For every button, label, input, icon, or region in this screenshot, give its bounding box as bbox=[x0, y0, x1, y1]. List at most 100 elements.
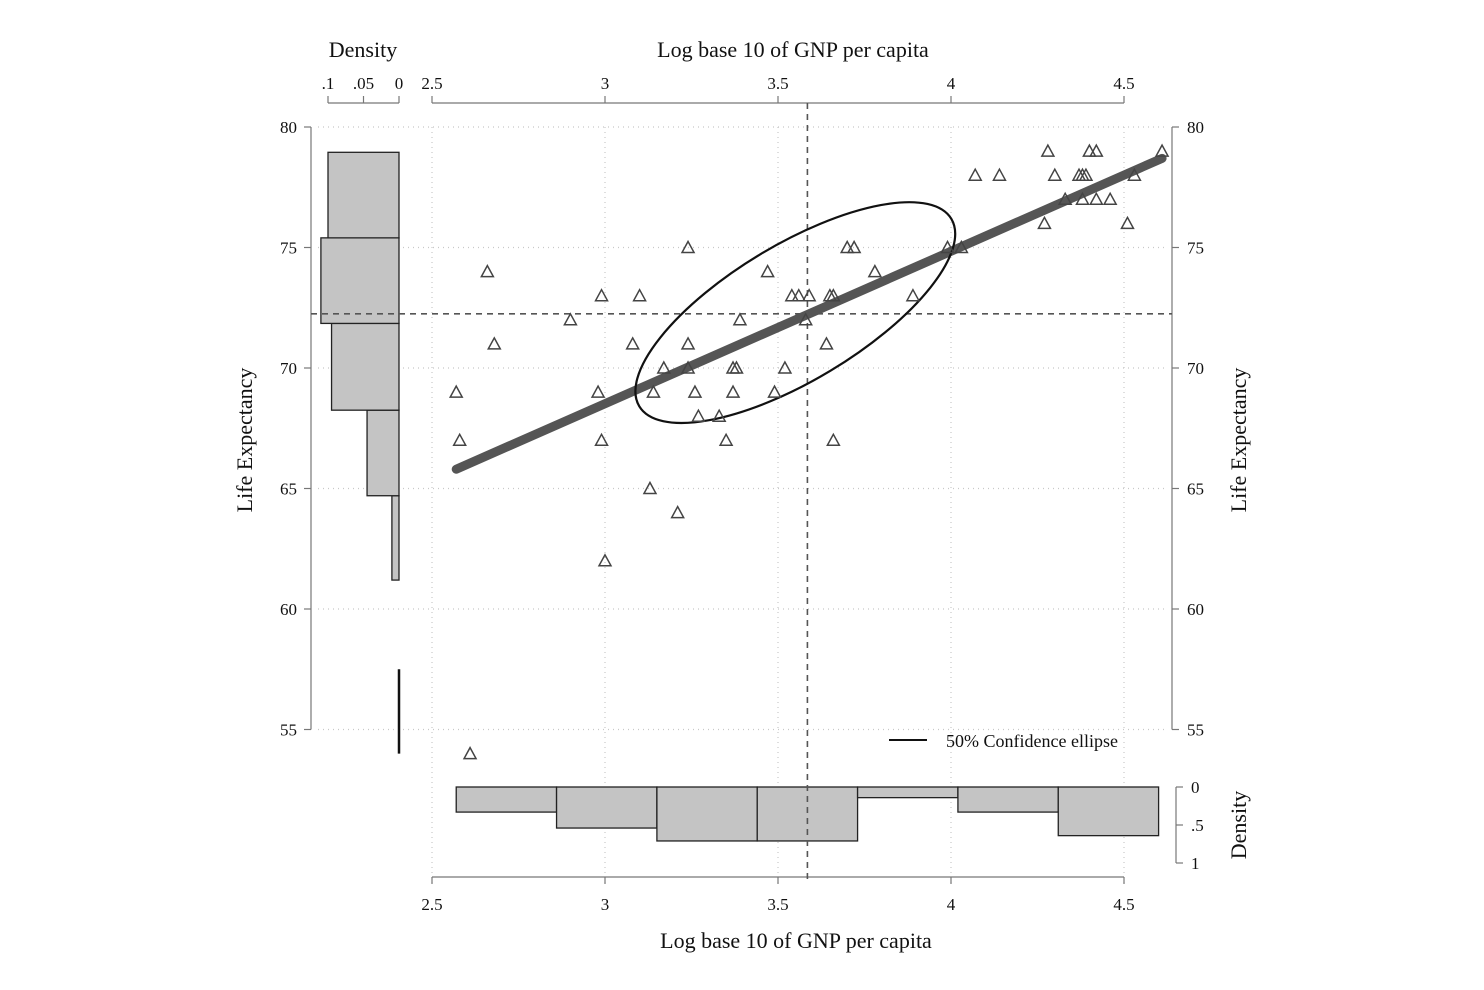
data-point bbox=[1089, 143, 1104, 157]
right-y-tick-label: 80 bbox=[1187, 118, 1204, 137]
data-point bbox=[1078, 167, 1094, 181]
data-point bbox=[656, 360, 672, 374]
bottom-x-tick-label: 3 bbox=[601, 895, 610, 914]
right-y-tick-label: 70 bbox=[1187, 359, 1204, 378]
bottom-density-title: Density bbox=[1226, 791, 1251, 859]
right-y-tick-label: 55 bbox=[1187, 721, 1204, 740]
data-point bbox=[732, 312, 748, 326]
data-point bbox=[967, 167, 983, 181]
data-point bbox=[1057, 191, 1073, 206]
gridlines bbox=[318, 126, 1166, 886]
data-point bbox=[760, 264, 775, 278]
data-point bbox=[767, 384, 782, 398]
data-point bbox=[819, 336, 834, 350]
data-point bbox=[680, 336, 696, 350]
x-histogram-bar bbox=[856, 786, 959, 799]
data-points bbox=[448, 143, 1170, 760]
y-marginal-histogram bbox=[320, 151, 401, 754]
data-point bbox=[691, 408, 706, 422]
bottom-x-axis-title: Log base 10 of GNP per capita bbox=[660, 928, 932, 953]
y-histogram-bar bbox=[366, 409, 400, 497]
top-x-tick-label: 3.5 bbox=[767, 74, 788, 93]
data-point bbox=[646, 384, 661, 398]
data-point bbox=[448, 384, 464, 398]
data-point bbox=[462, 746, 478, 760]
data-point bbox=[680, 239, 696, 254]
data-point bbox=[1154, 143, 1170, 157]
right-y-tick-label: 75 bbox=[1187, 239, 1204, 258]
x-histogram-bar bbox=[455, 786, 558, 813]
top-x-tick-label: 2.5 bbox=[421, 74, 442, 93]
bottom-x-tick-label: 3.5 bbox=[767, 895, 788, 914]
y-histogram-bar bbox=[327, 151, 400, 239]
axes: 2.5 2.5 3 3 3.5 3.5 4 4 4.5 4.5 80 80 75 75 70 70 65 65 60… bbox=[280, 74, 1204, 914]
right-density-tick-label: .5 bbox=[1191, 816, 1204, 835]
data-point bbox=[1037, 215, 1052, 230]
data-point bbox=[480, 264, 495, 278]
x-histogram-bar bbox=[555, 786, 658, 829]
right-density-tick-label: 0 bbox=[1191, 778, 1200, 797]
top-density-tick-label: 0 bbox=[395, 74, 404, 93]
data-point bbox=[839, 239, 855, 254]
data-point bbox=[1040, 143, 1056, 157]
right-y-tick-label: 60 bbox=[1187, 600, 1204, 619]
data-point bbox=[1102, 191, 1118, 206]
bottom-x-tick-label: 4 bbox=[947, 895, 956, 914]
data-point bbox=[687, 384, 703, 398]
data-point bbox=[594, 432, 609, 447]
data-point bbox=[867, 264, 883, 278]
data-point bbox=[1075, 191, 1090, 206]
data-point bbox=[784, 288, 800, 302]
right-y-tick-label: 65 bbox=[1187, 480, 1204, 499]
data-point bbox=[725, 384, 741, 398]
top-x-tick-label: 3 bbox=[601, 74, 610, 93]
left-y-tick-label: 80 bbox=[280, 118, 297, 137]
data-point bbox=[826, 432, 841, 447]
top-density-tick-label: .05 bbox=[353, 74, 374, 93]
x-histogram-bar bbox=[656, 786, 758, 842]
bottom-x-tick-label: 4.5 bbox=[1113, 895, 1134, 914]
left-y-tick-label: 75 bbox=[280, 239, 297, 258]
data-point bbox=[642, 480, 658, 495]
data-point bbox=[632, 288, 647, 302]
data-point bbox=[452, 432, 467, 447]
data-point bbox=[1089, 191, 1104, 206]
x-histogram-bar bbox=[957, 786, 1059, 813]
data-point bbox=[563, 312, 578, 326]
data-point bbox=[1120, 215, 1135, 230]
x-marginal-histogram bbox=[455, 786, 1160, 842]
data-point bbox=[992, 167, 1007, 181]
data-point bbox=[680, 360, 696, 374]
confidence-ellipse bbox=[634, 201, 957, 425]
top-x-tick-label: 4.5 bbox=[1113, 74, 1134, 93]
left-y-axis-title: Life Expectancy bbox=[232, 368, 257, 513]
top-x-axis-title: Log base 10 of GNP per capita bbox=[657, 37, 929, 62]
data-point bbox=[487, 336, 502, 350]
data-point bbox=[729, 360, 744, 374]
right-density-tick-label: 1 bbox=[1191, 854, 1200, 873]
mean-lines bbox=[311, 103, 1172, 880]
x-histogram-bar bbox=[1057, 786, 1160, 837]
left-y-tick-label: 55 bbox=[280, 721, 297, 740]
fit-line-group bbox=[451, 153, 1167, 474]
y-histogram-bar bbox=[391, 495, 400, 581]
data-point bbox=[954, 239, 969, 254]
data-point bbox=[590, 384, 606, 398]
top-x-tick-label: 4 bbox=[947, 74, 956, 93]
data-point bbox=[594, 288, 609, 302]
data-point bbox=[777, 360, 793, 374]
data-point bbox=[670, 505, 685, 519]
data-point bbox=[1127, 167, 1142, 181]
data-point bbox=[826, 288, 841, 302]
top-density-title: Density bbox=[329, 37, 397, 62]
top-density-tick-label: .1 bbox=[322, 74, 335, 93]
data-point bbox=[791, 288, 807, 302]
data-point bbox=[846, 239, 862, 254]
data-point bbox=[798, 312, 813, 326]
left-y-tick-label: 70 bbox=[280, 359, 297, 378]
right-y-axis-title: Life Expectancy bbox=[1226, 368, 1251, 513]
legend-label: 50% Confidence ellipse bbox=[946, 731, 1118, 751]
data-point bbox=[625, 336, 640, 350]
left-y-tick-label: 65 bbox=[280, 480, 297, 499]
